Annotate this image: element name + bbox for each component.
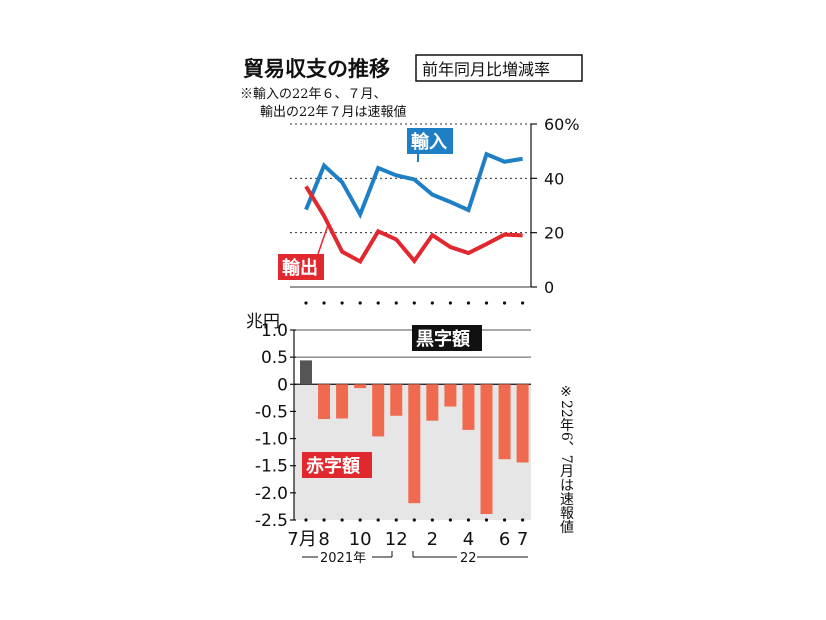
bar <box>444 384 457 407</box>
x-dot <box>376 301 380 305</box>
x-dot <box>521 301 525 305</box>
x-dot <box>484 301 489 305</box>
bar <box>462 384 475 430</box>
bar-ytick-label: 1.0 <box>261 321 288 341</box>
x-tick-label: 10 <box>349 529 372 550</box>
surplus-label-box <box>412 325 482 351</box>
bar-ytick-label: 0 <box>277 375 288 395</box>
x-dot <box>358 518 362 522</box>
bar <box>354 384 367 389</box>
subtitle-box <box>415 54 583 82</box>
bar <box>480 384 493 515</box>
bar <box>498 384 511 460</box>
deficit-label-box <box>302 452 372 478</box>
surplus-label: 黒字額 <box>416 328 470 350</box>
x-dot <box>412 301 416 305</box>
x-dot <box>502 518 507 522</box>
bar <box>336 384 349 419</box>
bar <box>300 360 312 385</box>
export-label-pointer <box>317 224 329 255</box>
line-series-export <box>304 185 523 265</box>
x-dot <box>376 518 380 522</box>
line-ytick-label: 60% <box>544 115 580 134</box>
bar-ytick-label: -2.5 <box>255 511 288 531</box>
x-dot <box>502 301 507 305</box>
x-dot <box>466 301 471 305</box>
bar <box>426 384 439 421</box>
x-dot <box>521 518 525 522</box>
x-dot <box>304 518 308 522</box>
x-tick-label: 7月 <box>287 529 316 550</box>
x-dot <box>484 518 489 522</box>
year-2021-label: 2021年 <box>320 551 366 566</box>
bar-ytick-label: -2.0 <box>255 484 288 504</box>
x-tick-label: 12 <box>385 529 408 550</box>
bar-ytick-label: -0.5 <box>255 402 288 422</box>
x-tick-label: 7 <box>517 529 528 550</box>
bar-ytick-label: -1.5 <box>255 457 288 477</box>
x-dot <box>394 518 398 522</box>
x-dot <box>322 518 326 522</box>
chart-subtitle: 前年同月比増減率 <box>422 60 550 79</box>
bar <box>372 384 385 437</box>
bar <box>318 384 331 420</box>
export-label-box <box>278 254 324 280</box>
x-axis-labels: 7月 8 10 12 2 4 6 7 <box>287 529 528 550</box>
export-series-label: 輸出 <box>282 257 318 279</box>
x-tick-label: 4 <box>463 529 474 550</box>
x-dot <box>430 518 434 522</box>
x-dot <box>322 301 326 305</box>
deficit-label: 赤字額 <box>306 455 360 477</box>
x-dot <box>466 518 471 522</box>
bar-ytick-label: 0.5 <box>261 348 288 368</box>
x-dot <box>340 301 344 305</box>
x-tick-label: 2 <box>427 529 438 550</box>
import-series-label: 輸入 <box>411 131 447 153</box>
note-top-line1: ※輸入の22年６、７月、 <box>240 87 387 102</box>
line-series-import <box>304 151 523 220</box>
year-2022-label: 22 <box>460 551 477 566</box>
bar-ytick-label: -1.0 <box>255 430 288 450</box>
y-unit-label: 兆円 <box>246 312 280 332</box>
x-dot <box>304 301 308 305</box>
line-ytick-label: 20 <box>544 224 564 243</box>
bar <box>390 384 403 416</box>
x-dot <box>412 518 416 522</box>
chart-title: 貿易収支の推移 <box>243 57 390 81</box>
import-label-box <box>407 128 453 154</box>
line-ytick-label: 0 <box>544 278 554 297</box>
x-dot <box>430 301 434 305</box>
x-dot <box>448 518 452 522</box>
x-dot <box>358 301 362 305</box>
note-top-line2: 輸出の22年７月は速報値 <box>260 104 407 120</box>
x-dot <box>340 518 344 522</box>
note-right: ※22年6、7月は速報値 <box>558 384 574 534</box>
x-tick-label: 6 <box>499 529 510 550</box>
x-tick-label: 8 <box>318 529 329 550</box>
x-dot <box>394 301 398 305</box>
line-ytick-label: 40 <box>544 169 564 188</box>
bar <box>516 384 529 463</box>
x-dot <box>448 301 452 305</box>
bar <box>408 384 421 504</box>
